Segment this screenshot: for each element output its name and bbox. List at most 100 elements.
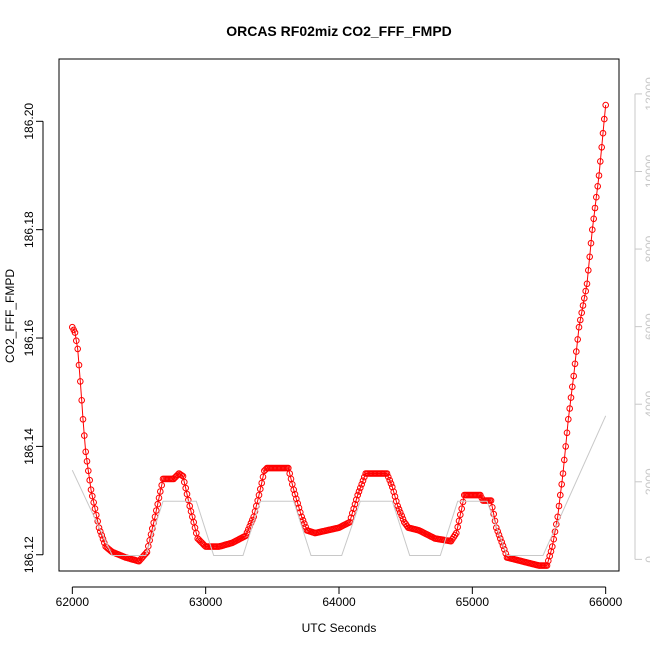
co2-data-point	[301, 520, 308, 527]
co2-data-point	[153, 507, 160, 514]
co2-data-point	[149, 525, 156, 532]
co2-data-point	[566, 405, 574, 412]
co2-data-point	[97, 528, 104, 535]
co2-data-point	[183, 490, 191, 498]
co2-data-point	[498, 538, 506, 546]
x-tick-label: 65000	[456, 595, 490, 609]
x-tick-label: 64000	[322, 595, 356, 609]
co2-data-point	[553, 521, 560, 528]
co2-data-point	[574, 336, 582, 343]
co2-data-point	[569, 383, 576, 391]
plot-frame	[58, 58, 620, 572]
co2-data-point	[555, 502, 563, 510]
co2-data-point	[543, 562, 551, 569]
co2-data-point	[495, 531, 503, 539]
y-tick-label: 186.12	[22, 536, 36, 573]
co2-data-point	[242, 532, 249, 540]
co2-data-point	[570, 372, 578, 380]
x-tick-label: 66000	[589, 595, 623, 609]
co2-data-point	[579, 302, 587, 309]
co2-data-point	[82, 448, 89, 456]
co2-data-point	[181, 478, 188, 486]
co2-data-point	[391, 493, 399, 500]
co2-data-point	[561, 456, 568, 464]
co2-data-point	[73, 337, 80, 345]
co2-data-point	[550, 535, 558, 543]
y-tick-label: 186.14	[22, 428, 36, 465]
co2-data-point	[351, 500, 359, 508]
co2-data-point	[398, 512, 406, 520]
co2-data-point	[590, 215, 598, 223]
co2-data-point	[86, 476, 93, 484]
co2-data-point	[259, 473, 267, 481]
co2-data-point	[291, 490, 299, 498]
co2-data-point	[74, 345, 81, 353]
co2-data-point	[386, 476, 394, 484]
co2-data-point	[383, 470, 391, 477]
co2-data-point	[350, 505, 358, 513]
co2-data-point	[458, 505, 466, 513]
co2-data-point	[455, 517, 463, 525]
co2-data-point	[397, 509, 404, 516]
co2-data-point	[571, 360, 579, 368]
co2-data-point	[346, 518, 354, 526]
co2-data-point	[549, 543, 556, 550]
co2-data-point	[185, 496, 192, 504]
co2-data-point	[547, 548, 555, 555]
co2-data-point	[559, 470, 567, 477]
co2-data-point	[494, 528, 502, 535]
co2-data-point	[457, 511, 464, 519]
co2-data-point	[497, 535, 504, 542]
co2-data-point	[179, 472, 187, 480]
co2-data-point	[567, 394, 575, 401]
co2-data-point	[593, 193, 600, 201]
co2-data-point	[493, 524, 500, 532]
co2-data-point	[573, 348, 580, 355]
co2-data-point	[558, 481, 566, 488]
co2-data-point	[359, 477, 367, 485]
co2-data-point	[577, 316, 584, 324]
co2-data-point	[562, 443, 570, 450]
y2-tick-label: 8000	[643, 235, 650, 262]
y2-tick-label: 12000	[643, 77, 650, 111]
chart-title: ORCAS RF02miz CO2_FFF_FMPD	[226, 23, 452, 39]
co2-data-point	[454, 523, 462, 531]
co2-data-point	[158, 481, 165, 489]
co2-data-point	[546, 552, 554, 560]
co2-data-point	[453, 529, 460, 537]
co2-data-point	[349, 509, 356, 517]
y-tick-label: 186.20	[22, 103, 36, 140]
y-axis-left: 186.12 186.14 186.16 186.18 186.20	[22, 103, 44, 573]
co2-data-point	[354, 491, 362, 499]
co2-data-point	[594, 183, 602, 190]
co2-data-point	[178, 472, 185, 479]
y2-tick-label: 4000	[643, 391, 650, 418]
co2-data-point	[89, 492, 96, 500]
co2-data-point	[79, 416, 87, 423]
co2-data-point	[81, 432, 88, 439]
y-axis-right: 0 2000 4000 6000 8000 10000 12000	[634, 77, 650, 563]
co2-data-point	[586, 253, 594, 261]
co2-data-point	[399, 515, 407, 523]
co2-data-point	[258, 479, 266, 487]
co2-data-point	[581, 295, 588, 302]
co2-data-point	[597, 158, 604, 165]
x-tick-label: 62000	[56, 595, 90, 609]
co2-data-point	[601, 115, 608, 123]
co2-data-point	[395, 505, 403, 513]
co2-data-point	[142, 550, 149, 557]
y2-tick-label: 2000	[643, 468, 650, 495]
co2-data-point	[249, 516, 256, 524]
co2-data-point	[585, 267, 592, 274]
co2-data-point	[71, 329, 79, 336]
co2-data-point	[565, 416, 572, 423]
co2-data-point	[155, 494, 163, 502]
co2-data-point	[582, 287, 590, 295]
altitude-line	[71, 415, 607, 556]
co2-data-point	[578, 309, 586, 317]
co2-data-point	[87, 486, 95, 494]
co2-data-point	[591, 204, 599, 212]
x-axis: 62000 63000 64000 65000 66000	[56, 586, 623, 609]
co2-data-point	[390, 488, 398, 496]
